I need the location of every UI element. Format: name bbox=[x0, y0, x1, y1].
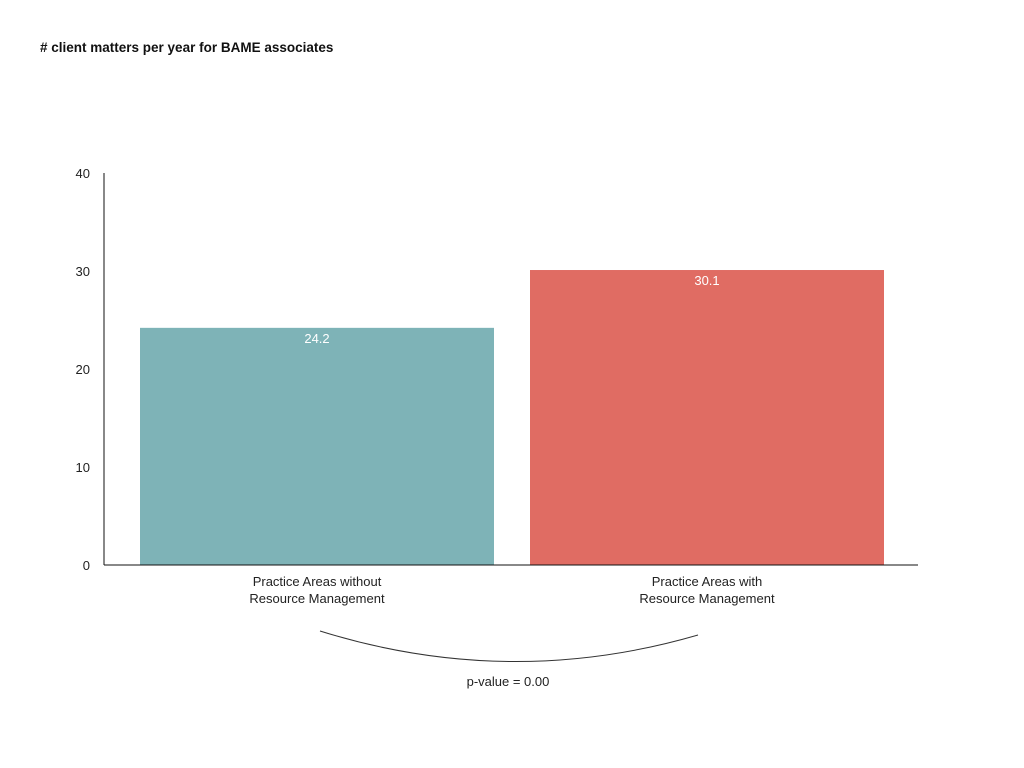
bar bbox=[530, 270, 884, 565]
bar-value-label: 30.1 bbox=[694, 273, 719, 288]
y-tick-label: 30 bbox=[76, 264, 90, 279]
chart-title: # client matters per year for BAME assoc… bbox=[40, 40, 334, 55]
x-category-label: Practice Areas with Resource Management bbox=[639, 574, 775, 606]
category-labels: Practice Areas without Resource Managemen… bbox=[249, 574, 775, 606]
bars bbox=[140, 270, 884, 565]
bar-value-label: 24.2 bbox=[304, 331, 329, 346]
comparison-arc bbox=[319, 630, 699, 662]
y-tick-label: 40 bbox=[76, 166, 90, 181]
x-category-label: Practice Areas without Resource Managemen… bbox=[249, 574, 385, 606]
bar bbox=[140, 327, 494, 565]
data-labels: 24.2 30.1 bbox=[304, 273, 719, 346]
y-tick-label: 0 bbox=[83, 558, 90, 573]
y-axis-ticks: 0 10 20 30 40 bbox=[76, 166, 90, 573]
y-tick-label: 10 bbox=[76, 460, 90, 475]
y-tick-label: 20 bbox=[76, 362, 90, 377]
p-value-annotation: p-value = 0.00 bbox=[466, 674, 550, 689]
